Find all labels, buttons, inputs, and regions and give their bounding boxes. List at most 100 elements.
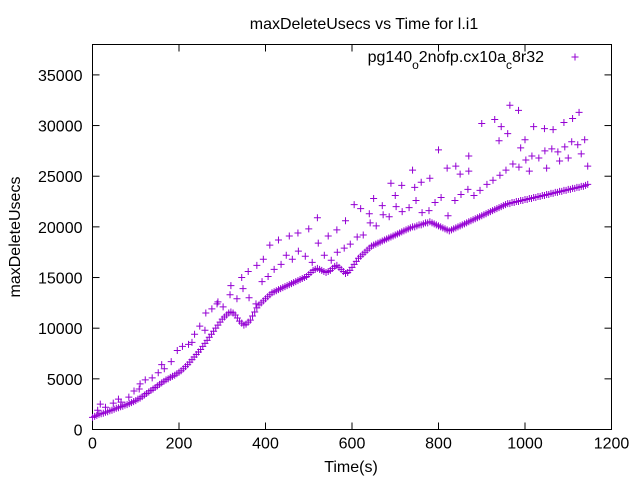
y-tick-label: 0 [74, 423, 83, 440]
data-point [167, 358, 175, 366]
data-point [346, 240, 354, 248]
y-axis-label: maxDeleteUsecs [7, 177, 24, 298]
data-point [308, 258, 316, 266]
data-point [521, 136, 529, 144]
data-point [154, 369, 162, 377]
data-point [327, 256, 335, 264]
data-point [340, 244, 348, 252]
legend-marker [571, 53, 579, 61]
x-axis: 0 200 400 600 800 1000 1200 [88, 44, 630, 453]
data-point [452, 162, 460, 170]
data-point [208, 305, 216, 313]
data-point [575, 108, 583, 116]
chart-title: maxDeleteUsecs vs Time for l.i1 [250, 16, 479, 33]
data-point [483, 180, 491, 188]
data-point [136, 380, 144, 388]
data-point [497, 123, 505, 131]
data-point [412, 197, 420, 205]
data-point [313, 214, 321, 222]
x-axis-label: Time(s) [324, 459, 378, 476]
data-point [201, 326, 209, 334]
data-point [515, 106, 523, 114]
data-point [385, 213, 393, 221]
data-point [398, 181, 406, 189]
data-point [270, 265, 278, 273]
data-point [226, 291, 234, 299]
data-point [437, 193, 445, 201]
data-point [366, 219, 374, 227]
data-point [478, 120, 486, 128]
y-tick-label: 30000 [38, 119, 83, 136]
data-point [288, 255, 296, 263]
data-point [528, 152, 536, 160]
data-point [378, 202, 386, 210]
data-point [370, 195, 378, 202]
data-point [417, 178, 425, 186]
data-point [258, 278, 266, 286]
data-point [541, 147, 549, 155]
x-tick-label: 600 [339, 436, 366, 453]
data-point [535, 154, 543, 162]
data-point [525, 167, 533, 175]
data-point [94, 406, 102, 414]
legend-text-part: 2nofp.cx10a [419, 49, 506, 66]
data-point [219, 303, 227, 311]
data-point [202, 309, 210, 317]
data-point [457, 190, 465, 198]
data-point [173, 346, 181, 354]
data-point [517, 144, 525, 152]
data-point [188, 338, 196, 346]
data-point [418, 209, 426, 217]
data-point [491, 115, 499, 123]
data-point [509, 160, 517, 168]
legend-text-part: pg140 [368, 49, 413, 66]
data-point [409, 166, 417, 174]
data-point [264, 273, 272, 281]
data-point [506, 101, 514, 109]
data-point [451, 197, 459, 205]
data-point [141, 376, 149, 384]
data-point [125, 393, 133, 401]
data-point [556, 157, 564, 165]
data-point [266, 241, 274, 249]
data-point [158, 361, 166, 369]
data-point [387, 179, 395, 187]
data-point [465, 167, 473, 175]
data-point [109, 399, 117, 407]
data-point [160, 365, 168, 373]
x-tick-label: 1200 [594, 436, 630, 453]
data-point [249, 312, 257, 320]
data-point [245, 294, 253, 302]
data-points [89, 101, 592, 421]
data-point [285, 232, 293, 240]
data-point [411, 183, 419, 191]
x-tick-label: 1000 [507, 436, 543, 453]
data-point [251, 308, 259, 316]
data-point [239, 285, 247, 293]
data-point [530, 123, 538, 131]
data-point [238, 274, 246, 282]
data-point [305, 225, 313, 233]
data-point [333, 248, 341, 256]
data-point [584, 162, 592, 170]
data-point [502, 166, 510, 174]
data-point [522, 156, 530, 164]
data-point [178, 342, 186, 350]
data-point [353, 233, 361, 241]
data-point [443, 164, 451, 172]
y-tick-label: 20000 [38, 220, 83, 237]
data-point [274, 236, 282, 244]
data-point [515, 163, 523, 171]
data-point [584, 180, 592, 188]
data-point [301, 252, 309, 260]
data-point [342, 217, 350, 225]
data-point [130, 387, 138, 395]
data-point [253, 261, 261, 269]
data-point [365, 210, 373, 218]
data-point [191, 330, 199, 338]
y-tick-label: 25000 [38, 169, 83, 186]
data-point [540, 125, 548, 133]
data-point [372, 222, 380, 230]
data-point [425, 207, 433, 215]
x-tick-label: 400 [252, 436, 279, 453]
